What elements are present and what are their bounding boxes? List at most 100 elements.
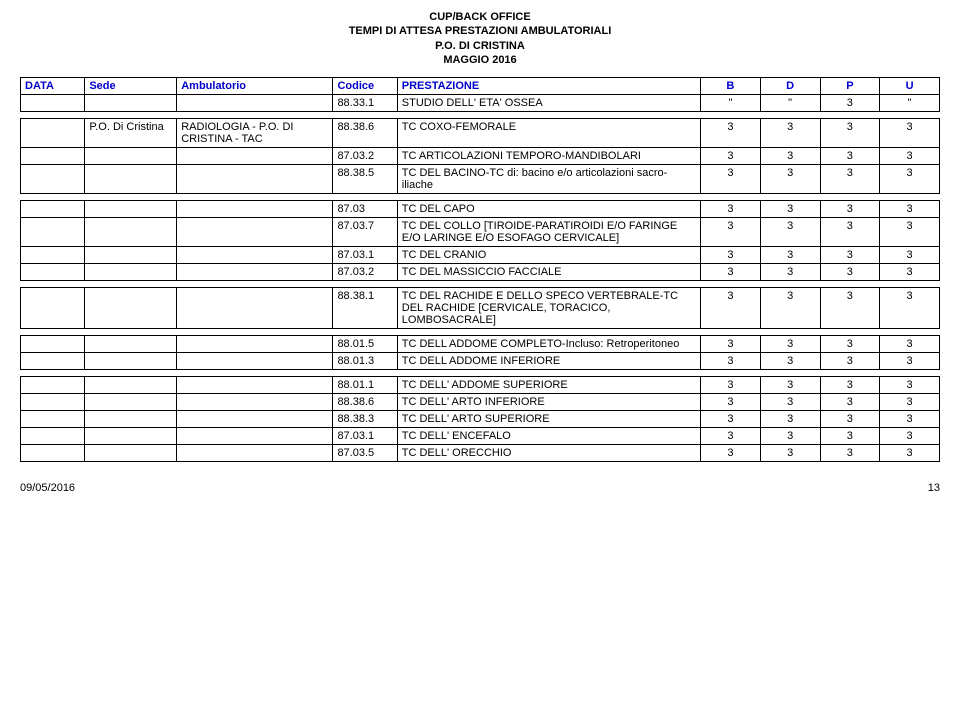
cell-d: 3 [760,445,820,462]
cell-p: 3 [820,445,880,462]
cell-prest: TC DELL' ARTO INFERIORE [397,394,700,411]
cell-data [21,353,85,370]
cell-b: " [701,95,761,112]
col-codice: Codice [333,78,397,95]
cell-d: 3 [760,288,820,329]
cell-data [21,377,85,394]
cell-sede [85,165,177,194]
cell-u: 3 [880,201,940,218]
cell-b: 3 [701,201,761,218]
cell-code: 88.38.6 [333,119,397,148]
cell-code: 87.03.2 [333,148,397,165]
cell-sede [85,394,177,411]
cell-d: " [760,95,820,112]
cell-p: 3 [820,264,880,281]
cell-p: 3 [820,336,880,353]
cell-sede [85,201,177,218]
cell-u: 3 [880,411,940,428]
cell-prest: TC DELL ADDOME INFERIORE [397,353,700,370]
cell-sede [85,377,177,394]
cell-prest: TC DEL COLLO [TIROIDE-PARATIROIDI E/O FA… [397,218,700,247]
cell-b: 3 [701,353,761,370]
cell-amb [177,218,333,247]
cell-u: 3 [880,247,940,264]
cell-b: 3 [701,247,761,264]
table-row: 88.38.5TC DEL BACINO-TC di: bacino e/o a… [21,165,940,194]
cell-b: 3 [701,411,761,428]
cell-prest: TC ARTICOLAZIONI TEMPORO-MANDIBOLARI [397,148,700,165]
cell-sede [85,428,177,445]
table-row: 88.33.1STUDIO DELL' ETA' OSSEA""3" [21,95,940,112]
cell-p: 3 [820,428,880,445]
cell-u: 3 [880,445,940,462]
cell-data [21,394,85,411]
table-row: 88.01.5TC DELL ADDOME COMPLETO-Incluso: … [21,336,940,353]
cell-sede [85,445,177,462]
cell-u: 3 [880,264,940,281]
cell-data [21,411,85,428]
cell-b: 3 [701,428,761,445]
cell-code: 88.01.1 [333,377,397,394]
cell-d: 3 [760,394,820,411]
cell-data [21,336,85,353]
cell-d: 3 [760,428,820,445]
cell-prest: TC DELL' ARTO SUPERIORE [397,411,700,428]
table-row: 88.38.6TC DELL' ARTO INFERIORE3333 [21,394,940,411]
cell-amb [177,148,333,165]
cell-data [21,264,85,281]
cell-p: 3 [820,95,880,112]
cell-b: 3 [701,165,761,194]
cell-amb [177,336,333,353]
cell-amb [177,411,333,428]
data-table: DATASedeAmbulatorioCodicePRESTAZIONEBDPU… [20,77,940,462]
cell-b: 3 [701,288,761,329]
cell-u: 3 [880,394,940,411]
cell-d: 3 [760,201,820,218]
cell-amb [177,394,333,411]
cell-p: 3 [820,148,880,165]
cell-prest: TC COXO-FEMORALE [397,119,700,148]
cell-u: 3 [880,288,940,329]
cell-code: 88.38.6 [333,394,397,411]
col-b: B [701,78,761,95]
header-line1: CUP/BACK OFFICE [20,10,940,24]
cell-p: 3 [820,201,880,218]
cell-p: 3 [820,247,880,264]
cell-amb [177,264,333,281]
cell-code: 88.01.3 [333,353,397,370]
cell-data [21,201,85,218]
cell-p: 3 [820,165,880,194]
cell-b: 3 [701,264,761,281]
cell-d: 3 [760,377,820,394]
cell-sede [85,148,177,165]
cell-prest: TC DEL MASSICCIO FACCIALE [397,264,700,281]
table-row: 87.03.1TC DEL CRANIO3333 [21,247,940,264]
cell-sede [85,264,177,281]
cell-data [21,428,85,445]
cell-amb [177,288,333,329]
cell-prest: TC DEL CRANIO [397,247,700,264]
cell-prest: TC DELL ADDOME COMPLETO-Incluso: Retrope… [397,336,700,353]
cell-code: 88.33.1 [333,95,397,112]
cell-u: 3 [880,353,940,370]
cell-code: 88.01.5 [333,336,397,353]
cell-sede: P.O. Di Cristina [85,119,177,148]
table-row: 87.03.5TC DELL' ORECCHIO3333 [21,445,940,462]
cell-u: 3 [880,377,940,394]
cell-b: 3 [701,377,761,394]
footer-date: 09/05/2016 [20,482,75,494]
cell-code: 87.03.1 [333,428,397,445]
cell-p: 3 [820,353,880,370]
cell-prest: TC DELL' ENCEFALO [397,428,700,445]
cell-u: " [880,95,940,112]
cell-b: 3 [701,148,761,165]
cell-code: 88.38.3 [333,411,397,428]
cell-d: 3 [760,353,820,370]
cell-b: 3 [701,336,761,353]
cell-data [21,288,85,329]
cell-data [21,148,85,165]
cell-data [21,218,85,247]
footer: 09/05/2016 13 [20,482,940,494]
cell-prest: TC DELL' ORECCHIO [397,445,700,462]
cell-prest: TC DEL BACINO-TC di: bacino e/o articola… [397,165,700,194]
